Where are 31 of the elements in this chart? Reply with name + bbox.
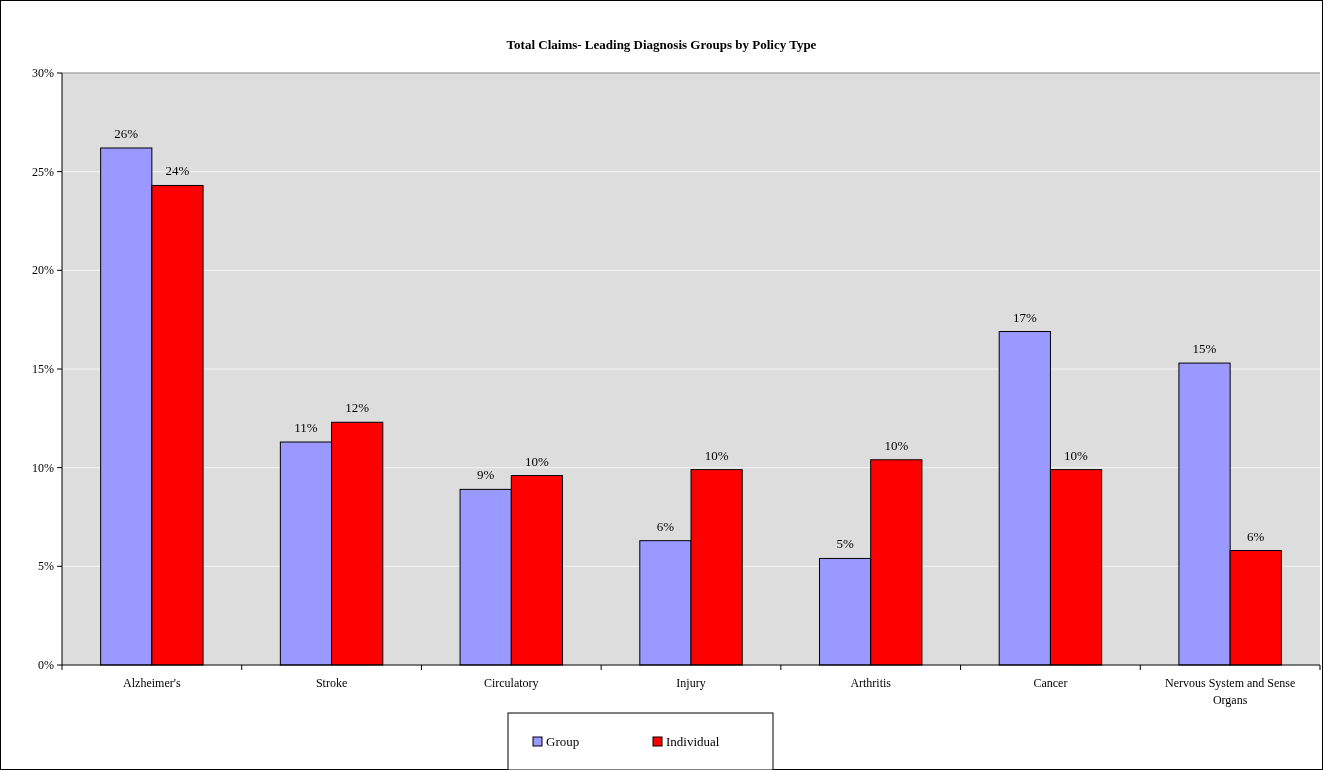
data-label: 5%	[836, 536, 854, 552]
y-tick-label: 15%	[32, 362, 54, 376]
data-label: 26%	[114, 125, 139, 141]
x-tick-label: Circulatory	[483, 676, 539, 690]
data-label: 10%	[884, 437, 909, 453]
legend-label: Individual	[666, 734, 720, 749]
data-label: 6%	[656, 518, 675, 534]
y-tick-label: 5%	[38, 559, 54, 574]
y-tick-label: 20%	[32, 263, 54, 278]
x-tick-label: Alzheimer's	[123, 676, 181, 690]
x-tick-label: Injury	[676, 676, 706, 690]
data-label: 10%	[1064, 447, 1089, 463]
data-label: 9%	[477, 467, 495, 483]
data-label: 10%	[704, 447, 729, 463]
data-label: 17%	[1012, 309, 1037, 325]
x-tick-label: Cancer	[1033, 676, 1068, 690]
x-tick-label: Nervous System and Sense Organs	[1164, 676, 1296, 707]
x-tick-label: Arthritis	[850, 676, 892, 690]
data-label: 15%	[1192, 341, 1217, 357]
y-tick-label: 30%	[32, 66, 54, 80]
y-tick-label: 10%	[32, 460, 54, 475]
legend-label: Group	[546, 734, 580, 749]
y-tick-label: 0%	[38, 658, 54, 672]
data-label: 24%	[165, 163, 190, 179]
data-label: 6%	[1247, 528, 1265, 544]
data-label: 10%	[524, 453, 549, 469]
data-label: 12%	[345, 400, 370, 416]
y-tick-label: 25%	[32, 164, 54, 179]
chart-title: Total Claims- Leading Diagnosis Groups by Policy Type	[506, 37, 817, 52]
x-tick-label: Stroke	[315, 676, 348, 690]
data-label: 11%	[294, 420, 318, 436]
